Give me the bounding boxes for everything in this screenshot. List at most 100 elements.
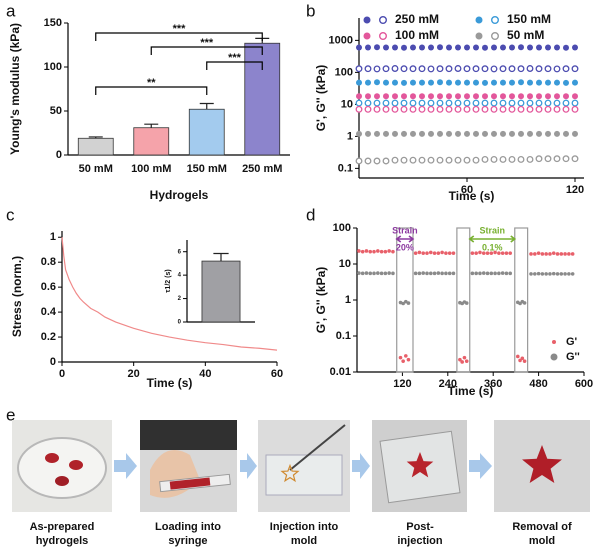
- annotation: 0.1%: [482, 242, 503, 252]
- y-tick-label: 0.1: [338, 162, 353, 174]
- storage-point: [482, 93, 488, 100]
- loss-point: [436, 156, 444, 164]
- point: [529, 272, 533, 276]
- legend-marker: [552, 340, 556, 344]
- annotation-arrow: [468, 235, 517, 243]
- point: [522, 359, 527, 363]
- point: [421, 251, 426, 255]
- legend-label: 100 mM: [395, 28, 439, 42]
- x-tick-label: 150 mM: [187, 163, 227, 175]
- y-axis-label: τ1/2 (s): [165, 269, 172, 292]
- y-tick-label: 6: [178, 249, 182, 255]
- loss-point: [391, 99, 399, 107]
- storage-point: [428, 93, 434, 100]
- loss-point: [463, 99, 471, 107]
- y-tick-label: 4: [178, 273, 182, 279]
- legend-marker: [363, 16, 371, 24]
- loss-point: [562, 155, 570, 163]
- point: [504, 251, 509, 255]
- y-tick-label: 0: [50, 356, 56, 368]
- loss-point: [427, 99, 435, 107]
- error-bar: [88, 136, 103, 139]
- storage-point: [455, 79, 461, 86]
- point: [570, 252, 575, 256]
- loss-point: [364, 105, 372, 113]
- legend-marker: [550, 353, 558, 361]
- point: [379, 249, 384, 254]
- significance-label: ***: [173, 23, 187, 35]
- storage-point: [383, 79, 389, 86]
- point: [470, 251, 475, 255]
- storage-point: [356, 79, 362, 86]
- x-tick-label: 50 mM: [79, 163, 113, 175]
- significance-bracket: [95, 86, 208, 95]
- storage-point: [527, 44, 533, 51]
- y-axis-label: G', G'' (kPa): [314, 65, 328, 132]
- loss-point: [535, 105, 543, 113]
- storage-point: [518, 79, 524, 86]
- storage-point: [392, 79, 398, 86]
- point: [447, 251, 452, 255]
- storage-point: [401, 93, 407, 100]
- storage-point: [383, 44, 389, 51]
- loss-point: [463, 105, 471, 113]
- loss-point: [355, 105, 363, 113]
- point: [444, 251, 448, 255]
- x-tick-label: 100 mM: [131, 163, 171, 175]
- storage-point: [365, 44, 371, 51]
- storage-point: [410, 93, 416, 100]
- storage-point: [563, 93, 569, 100]
- point: [474, 271, 478, 276]
- loss-point: [490, 65, 498, 73]
- loss-point: [418, 99, 426, 107]
- storage-point: [572, 93, 578, 100]
- loss-point: [427, 105, 435, 113]
- point: [458, 357, 462, 362]
- storage-point: [545, 44, 551, 51]
- storage-point: [383, 130, 389, 137]
- y-axis-label: G', G'' (kPa): [314, 267, 328, 334]
- panel-label: b: [306, 1, 315, 20]
- storage-point: [428, 130, 434, 137]
- y-tick-label: 0: [56, 149, 62, 161]
- x-axis-label: Hydrogels: [150, 188, 209, 202]
- legend-marker: [363, 32, 371, 40]
- legend-marker: [379, 32, 388, 41]
- loss-point: [400, 99, 408, 107]
- storage-point: [437, 93, 443, 100]
- y-tick-label: 10: [339, 258, 351, 270]
- storage-point: [365, 130, 371, 137]
- point: [376, 249, 380, 253]
- loss-point: [436, 105, 444, 113]
- point: [376, 271, 380, 275]
- point: [413, 271, 418, 276]
- point: [436, 271, 441, 275]
- bar: [133, 127, 170, 156]
- point: [520, 356, 525, 361]
- loss-point: [562, 105, 570, 113]
- loss-point: [409, 65, 417, 73]
- point: [357, 271, 361, 275]
- point: [540, 252, 545, 256]
- x-axis-label: Time (s): [448, 384, 494, 398]
- loss-point: [454, 99, 462, 107]
- storage-point: [374, 44, 380, 51]
- y-axis-label: Young's modulus (kPa): [8, 23, 22, 155]
- loss-point: [499, 155, 507, 163]
- photo: [12, 420, 112, 512]
- loss-point: [490, 105, 498, 113]
- photo: [372, 420, 467, 512]
- storage-point: [536, 44, 542, 51]
- loss-point: [508, 105, 516, 113]
- loss-point: [553, 65, 561, 73]
- point: [364, 271, 369, 275]
- storage-point: [374, 130, 380, 137]
- loss-point: [535, 65, 543, 73]
- storage-point: [491, 93, 497, 100]
- storage-point: [473, 79, 479, 86]
- point: [379, 271, 384, 276]
- x-tick-label: 20: [128, 368, 140, 380]
- point: [451, 251, 456, 255]
- legend-marker: [379, 16, 388, 25]
- storage-point: [527, 79, 533, 86]
